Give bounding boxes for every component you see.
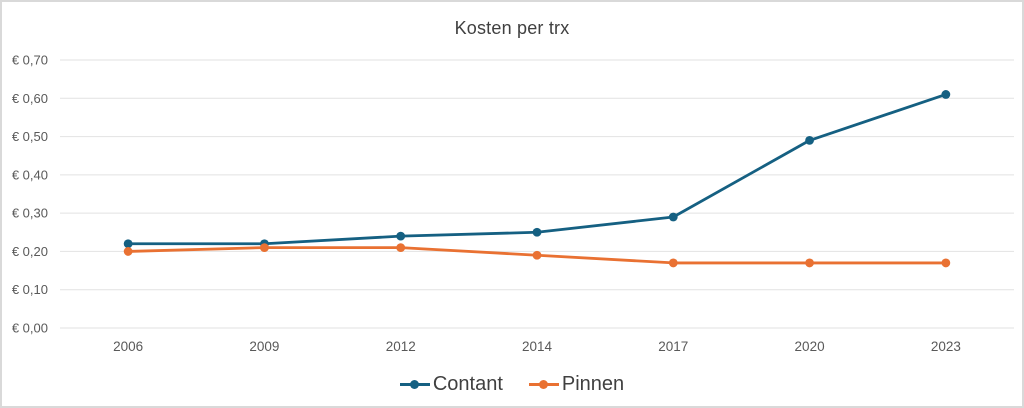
y-tick-label: € 0,70 <box>12 53 48 68</box>
chart-title: Kosten per trx <box>454 18 570 38</box>
y-tick-label: € 0,20 <box>12 244 48 259</box>
legend-item-contant: Contant <box>399 373 503 396</box>
x-tick-label: 2006 <box>113 339 143 354</box>
pinnen-line-marker-icon <box>528 379 559 390</box>
y-tick-label: € 0,50 <box>12 129 48 144</box>
y-tick-label: € 0,00 <box>12 321 48 336</box>
x-tick-label: 2014 <box>522 339 553 354</box>
x-tick-label: 2023 <box>931 339 961 354</box>
x-tick-label: 2012 <box>386 339 416 354</box>
legend: Contant Pinnen <box>2 373 1022 396</box>
data-point-pinnen-2009 <box>260 243 269 253</box>
data-point-pinnen-2023 <box>941 258 951 268</box>
data-point-pinnen-2017 <box>668 258 678 268</box>
data-point-contant-2014 <box>532 227 542 237</box>
legend-label-contant: Contant <box>432 373 503 395</box>
data-point-pinnen-2020 <box>805 258 814 268</box>
y-tick-label: € 0,40 <box>12 167 48 182</box>
x-tick-label: 2017 <box>658 339 688 354</box>
contant-line-marker-icon <box>399 379 430 390</box>
data-point-pinnen-2012 <box>396 243 406 253</box>
y-tick-label: € 0,60 <box>12 91 48 106</box>
legend-label-pinnen: Pinnen <box>561 373 625 395</box>
data-point-pinnen-2006 <box>123 247 133 256</box>
y-tick-label: € 0,30 <box>12 206 48 221</box>
data-point-pinnen-2014 <box>532 250 542 260</box>
data-point-contant-2020 <box>805 136 814 145</box>
legend-item-pinnen: Pinnen <box>528 373 625 396</box>
data-point-contant-2012 <box>396 231 406 241</box>
data-point-contant-2017 <box>668 212 678 222</box>
x-tick-label: 2009 <box>249 339 279 354</box>
data-point-contant-2006 <box>123 239 133 249</box>
x-tick-label: 2020 <box>795 339 825 354</box>
y-tick-label: € 0,10 <box>12 282 48 297</box>
series-line-contant <box>126 93 948 246</box>
data-point-contant-2023 <box>941 90 951 99</box>
